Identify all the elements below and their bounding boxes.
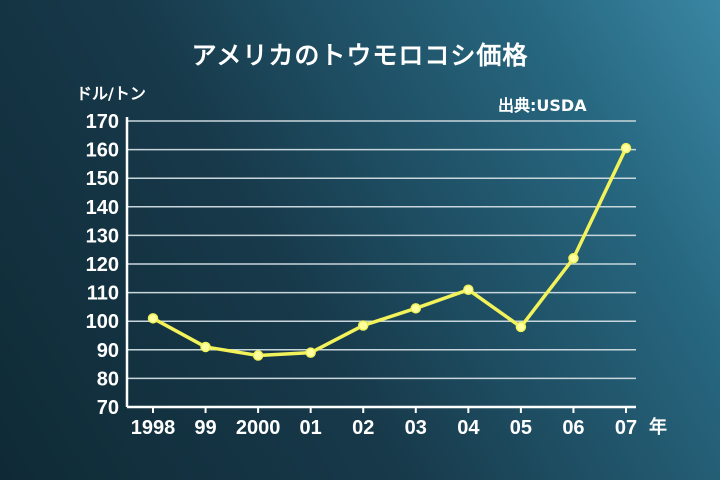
x-tick-label-2000: 2000 [236, 417, 281, 439]
source-label: 出典:USDA [498, 96, 587, 115]
y-tick-label-150: 150 [86, 168, 119, 190]
data-point-07 [620, 142, 632, 154]
data-point-02 [357, 320, 369, 331]
x-tick-label-04: 04 [457, 417, 480, 439]
y-tick-label-130: 130 [86, 225, 119, 247]
y-tick-label-100: 100 [86, 311, 119, 333]
y-tick-label-160: 160 [86, 140, 119, 162]
data-point-1998 [147, 313, 159, 324]
y-tick-label-80: 80 [97, 368, 119, 390]
y-tick-label-70: 70 [97, 397, 119, 419]
data-point-03 [410, 303, 422, 314]
y-tick-label-120: 120 [86, 254, 119, 276]
x-tick-label-05: 05 [510, 417, 532, 439]
x-tick-label-02: 02 [352, 417, 374, 439]
x-tick-label-03: 03 [405, 417, 427, 439]
x-axis-unit-label: 年 [649, 416, 667, 438]
x-tick-label-07: 07 [615, 417, 637, 439]
data-point-2000 [252, 350, 264, 361]
y-axis-unit-label: ドル/トン [76, 84, 146, 103]
x-tick-label-06: 06 [562, 417, 584, 439]
y-tick-label-140: 140 [86, 197, 119, 219]
chart-title: アメリカのトウモロコシ価格 [191, 41, 529, 70]
data-point-06 [568, 253, 579, 264]
y-tick-label-90: 90 [97, 340, 119, 362]
x-tick-label-01: 01 [300, 417, 322, 439]
series-line [151, 146, 628, 358]
y-tick-label-170: 170 [86, 111, 119, 133]
data-point-99 [200, 341, 211, 353]
y-tick-label-110: 110 [87, 283, 119, 305]
data-point-05 [515, 321, 527, 333]
x-tick-label-99: 99 [194, 417, 216, 439]
x-tick-label-1998: 1998 [131, 417, 176, 439]
data-point-04 [463, 284, 474, 295]
data-point-01 [305, 347, 316, 358]
